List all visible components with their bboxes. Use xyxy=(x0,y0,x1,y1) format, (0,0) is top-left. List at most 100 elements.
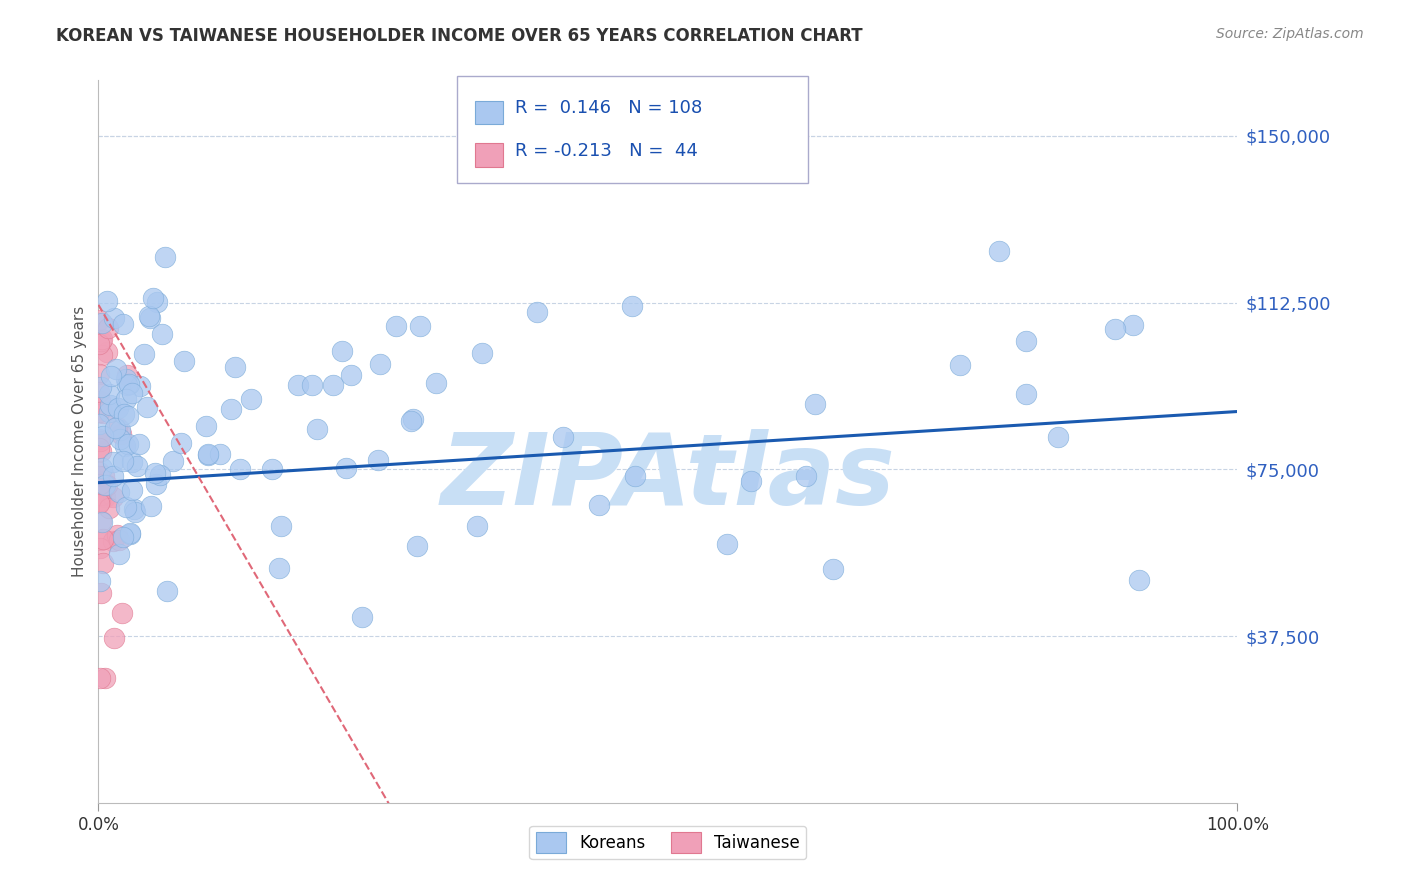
Point xyxy=(551,430,574,444)
Point xyxy=(301,378,323,392)
Point xyxy=(153,250,176,264)
Point xyxy=(173,354,195,368)
Point xyxy=(162,454,184,468)
Point xyxy=(110,426,132,441)
Point xyxy=(127,458,149,473)
Point xyxy=(1046,430,1069,444)
Point xyxy=(138,309,160,323)
Point xyxy=(145,476,167,491)
Point xyxy=(330,343,353,358)
Point xyxy=(93,469,115,483)
Point xyxy=(1128,574,1150,588)
Point xyxy=(89,574,111,588)
Point xyxy=(103,632,125,646)
Point xyxy=(93,406,115,420)
Point xyxy=(219,402,242,417)
Point xyxy=(90,586,112,600)
Point xyxy=(89,385,111,400)
Point xyxy=(146,295,169,310)
Point xyxy=(87,313,110,327)
Point xyxy=(209,447,232,461)
Point xyxy=(405,540,427,554)
Text: Source: ZipAtlas.com: Source: ZipAtlas.com xyxy=(1216,27,1364,41)
Point xyxy=(105,527,128,541)
Point xyxy=(90,533,112,548)
Point xyxy=(149,467,172,482)
Point xyxy=(112,454,135,468)
Point xyxy=(100,368,122,383)
Point xyxy=(90,514,112,528)
Point xyxy=(129,379,152,393)
Point xyxy=(97,387,120,401)
Point xyxy=(87,468,110,483)
Point xyxy=(399,414,422,428)
Point xyxy=(104,361,127,376)
Point xyxy=(103,491,125,505)
Text: R =  0.146   N = 108: R = 0.146 N = 108 xyxy=(515,99,702,117)
Point xyxy=(1015,387,1038,401)
Point xyxy=(621,299,644,313)
Point xyxy=(270,519,292,533)
Point xyxy=(87,417,110,431)
Point xyxy=(87,337,110,351)
Point xyxy=(114,439,136,453)
Point xyxy=(122,502,145,516)
Point xyxy=(87,442,110,456)
Y-axis label: Householder Income Over 65 years: Householder Income Over 65 years xyxy=(72,306,87,577)
Point xyxy=(115,500,138,515)
Point xyxy=(150,327,173,342)
Point xyxy=(91,532,114,546)
Point xyxy=(197,448,219,462)
Point xyxy=(89,404,111,418)
Point xyxy=(307,422,329,436)
Point xyxy=(142,291,165,305)
Point xyxy=(114,372,136,386)
Point xyxy=(821,562,844,576)
Point xyxy=(139,499,162,513)
Point xyxy=(120,526,142,541)
Point xyxy=(90,444,112,458)
Text: KOREAN VS TAIWANESE HOUSEHOLDER INCOME OVER 65 YEARS CORRELATION CHART: KOREAN VS TAIWANESE HOUSEHOLDER INCOME O… xyxy=(56,27,863,45)
Point xyxy=(90,316,112,330)
Point xyxy=(107,401,129,416)
Point xyxy=(121,483,143,497)
Point xyxy=(118,377,141,392)
Point xyxy=(110,423,132,437)
Point xyxy=(90,488,112,502)
Point xyxy=(335,461,357,475)
Point xyxy=(89,494,111,508)
Point xyxy=(107,533,129,547)
Point xyxy=(101,534,124,549)
Point xyxy=(121,385,143,400)
Point xyxy=(526,304,548,318)
Point xyxy=(94,478,117,492)
Point xyxy=(96,293,118,308)
Point xyxy=(366,452,388,467)
Point xyxy=(124,505,146,519)
Point xyxy=(90,348,112,362)
Point xyxy=(471,346,494,360)
Point xyxy=(97,501,120,516)
Point xyxy=(197,447,219,461)
Point xyxy=(101,469,124,483)
Point xyxy=(89,541,111,555)
Point xyxy=(134,347,156,361)
Point xyxy=(111,530,134,544)
Point xyxy=(588,498,610,512)
Point xyxy=(139,311,162,326)
Point xyxy=(89,671,111,685)
Point xyxy=(101,455,124,469)
Point xyxy=(90,334,112,348)
Point xyxy=(91,333,114,347)
Point xyxy=(136,400,159,414)
Point xyxy=(93,490,115,504)
Point xyxy=(108,432,131,446)
Point xyxy=(111,606,134,620)
Point xyxy=(103,310,125,325)
Point xyxy=(89,465,111,479)
Point xyxy=(409,319,432,334)
Point xyxy=(89,477,111,491)
Point xyxy=(96,345,118,359)
Point xyxy=(368,357,391,371)
Point xyxy=(107,420,129,434)
